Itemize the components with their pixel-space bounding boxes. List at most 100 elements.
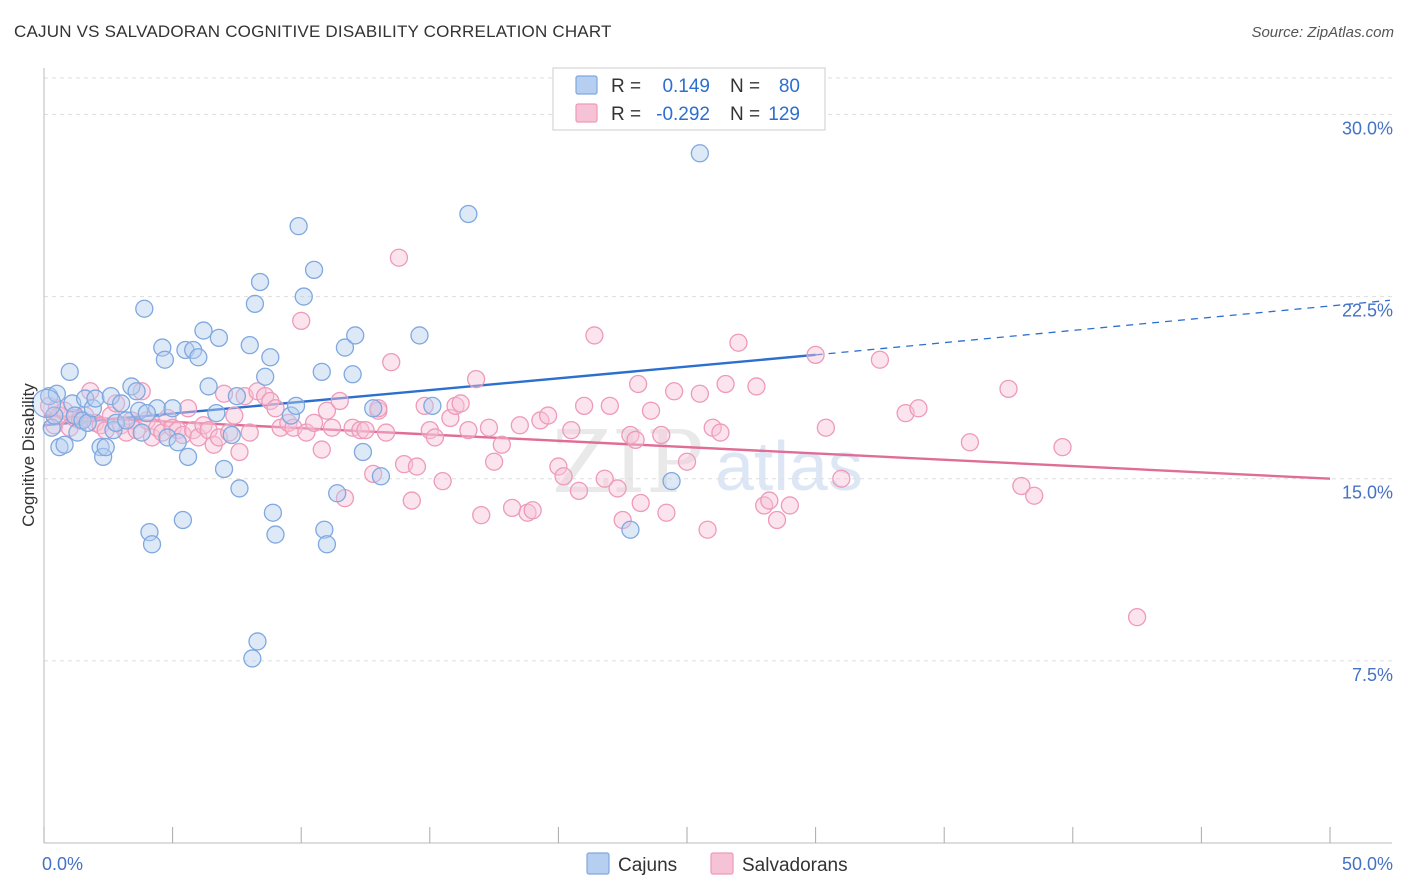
cajun-point [315,520,334,539]
x-tick-label: 50.0% [1342,854,1393,874]
salvadoran-point [747,377,766,396]
cajun-point [289,216,308,236]
salvadoran-point [369,399,388,418]
cajun-point [240,335,259,355]
salvadoran-point [122,411,141,430]
salvadoran-point [1127,607,1147,627]
salvadoran-trend-solid [43,414,1331,480]
cajun-point [199,377,218,396]
salvadoran-point [960,433,980,452]
salvadoran-point [698,520,717,539]
chart-title: CAJUN VS SALVADORAN COGNITIVE DISABILITY… [14,22,612,41]
salvadoran-point [641,401,661,420]
cajun-point [294,287,313,306]
cajun-point [209,328,229,348]
salvadoran-point [780,496,800,515]
watermark-atlas: atlas [715,427,863,505]
salvadoran-point [425,428,445,447]
cajun-point [189,348,208,367]
y-tick-labels: 7.5% 15.0% 22.5% 30.0% [1342,118,1393,684]
salvadoran-point [312,440,331,459]
y-axis-label: Cognitive Disability [19,383,38,527]
cajun-point [364,399,383,418]
salvadoran-point [317,401,337,420]
salvadoran-point [585,326,604,345]
cajun-point [662,471,681,491]
watermark: ZIP atlas [552,413,863,513]
salvadoran-point [755,496,774,515]
salvadoran-point [554,467,573,486]
salvadoran-point [711,423,730,442]
cajun-point [459,204,478,224]
cajun-point [96,437,115,457]
salvadoran-point [613,510,632,530]
salvadoran-point [760,491,779,510]
salvadoran-point [292,311,311,331]
salvadoran-point [716,374,735,394]
salvadoran-point [322,418,342,437]
legend-n-value-1: 129 [768,104,800,125]
legend-r-label-1: R = [611,104,641,125]
salvadoran-point [608,479,627,498]
series-legend-swatch-salvadorans [710,852,734,875]
cajun-point [60,362,79,382]
legend-swatch-salvadoran [575,103,598,123]
cajun-point [137,403,157,423]
salvadoran-point [574,396,594,416]
salvadoran-point [657,503,676,522]
legend-n-label-0: N = [730,76,760,97]
salvadoran-point [652,425,671,445]
cajun-point [127,382,146,401]
salvadoran-point [256,386,275,406]
cajun-point [76,389,95,408]
salvadoran-point [415,396,434,416]
cajun-point [227,386,247,406]
cajun-point [346,326,365,345]
salvadoran-point [569,481,589,501]
salvadoran-point [266,399,285,418]
salvadoran-point [502,498,522,518]
cajun-point [245,294,265,314]
salvadoran-point [1012,476,1031,496]
series-legend-label-cajuns: Cajuns [618,855,677,876]
salvadoran-point [492,435,511,454]
cajun-point [343,365,362,384]
cajun-point [286,396,306,416]
salvadoran-point [389,248,409,267]
cajun-point [135,299,154,318]
cajun-trend-solid [43,353,816,427]
cajun-point [104,420,123,440]
salvadoran-point [466,369,486,389]
cajun-point [163,399,182,418]
salvadoran-point [351,420,370,440]
gridlines [44,77,1392,662]
salvadoran-point [382,352,401,372]
cajun-point [142,535,162,554]
salvadoran-point [297,423,316,442]
salvadoran-point [240,423,259,442]
cajun-point [112,394,131,413]
cajun-trend-dashed [815,299,1391,356]
x-tick-label: 0.0% [42,854,83,874]
legend-r-value-0: 0.149 [662,76,710,97]
salvadoran-point [1025,486,1044,505]
cajun-point [266,525,285,544]
correlation-legend: R = 0.149 N = 80 R = -0.292 N = 129 [552,67,826,131]
salvadoran-point [729,333,748,352]
salvadoran-point [510,416,529,435]
cajun-point [222,425,241,445]
salvadoran-point [142,428,162,447]
cajun-point [214,459,234,479]
salvadoran-point [1053,437,1072,457]
legend-r-value-1: -0.292 [656,104,710,125]
salvadoran-trendline [43,414,1331,480]
y-tick-label: 30.0% [1342,118,1393,138]
salvadoran-point [677,452,697,471]
cajun-point [158,428,177,447]
salvadoran-point [690,384,710,403]
legend-r-label-0: R = [611,76,641,97]
salvadoran-point [402,491,421,510]
cajun-point [312,362,331,382]
cajun-point [423,396,442,416]
